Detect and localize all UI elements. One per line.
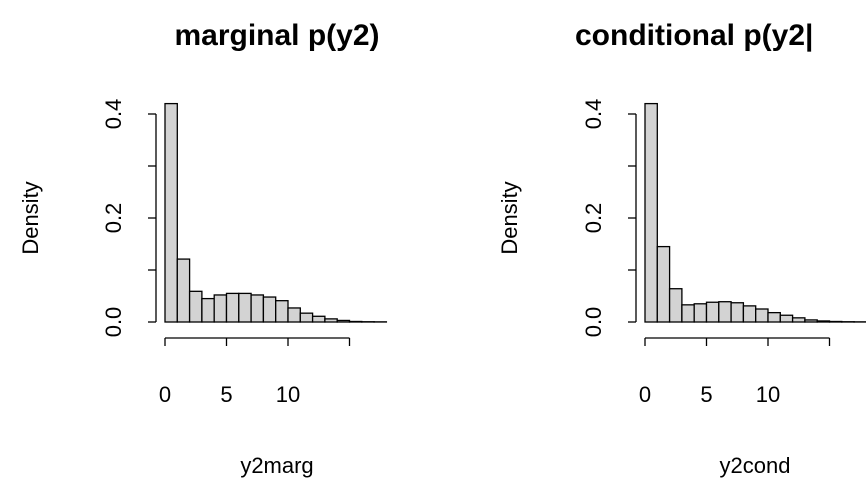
histogram-bar	[779, 314, 794, 323]
y-axis: 0.0 0.2 0.4	[581, 99, 637, 338]
histogram-bar	[238, 292, 252, 323]
histogram-bar	[644, 102, 658, 323]
histogram-bar	[730, 302, 745, 323]
x-tick-label: 0	[159, 382, 171, 407]
histogram-bar	[742, 305, 757, 323]
x-tick-label: 5	[700, 382, 712, 407]
histogram-bar	[656, 245, 671, 323]
histogram-bar	[816, 320, 831, 323]
histogram-bar	[693, 303, 708, 323]
histogram-bar	[348, 320, 363, 323]
y-axis-label: Density	[18, 181, 43, 254]
y-axis-label: Density	[497, 181, 522, 254]
y-tick-label: 0.0	[581, 307, 606, 338]
histogram-bar	[225, 292, 240, 323]
histogram-bar	[275, 300, 289, 323]
histogram-bar	[804, 319, 818, 323]
histogram-bar	[311, 315, 326, 323]
histogram-bar	[299, 312, 314, 323]
histogram-bar	[176, 258, 191, 323]
histogram-bar	[201, 297, 215, 323]
histogram-bar	[668, 288, 683, 323]
panel-conditional: conditional p(y2| Density y2cond 0.00.20…	[497, 19, 866, 478]
x-tick-label: 5	[220, 382, 232, 407]
histogram-bar	[336, 319, 351, 323]
y-tick-label: 0.2	[581, 203, 606, 234]
histogram-bar	[250, 294, 265, 323]
y-tick-label: 0.0	[101, 307, 126, 338]
histogram-bar	[262, 296, 277, 323]
histogram-bar	[828, 320, 843, 323]
histogram-bar	[164, 102, 178, 323]
histogram-bar	[791, 317, 806, 323]
histogram-bar	[767, 311, 781, 323]
x-axis-label: y2cond	[720, 453, 791, 478]
y-axis: 0.0 0.2 0.4	[101, 99, 157, 338]
histogram-bar	[755, 308, 769, 323]
x-tick-label: 10	[756, 382, 780, 407]
histogram-bar	[718, 301, 732, 323]
chart-title: marginal p(y2)	[174, 19, 379, 52]
bars	[164, 102, 388, 323]
histogram-bar	[681, 304, 695, 323]
histogram-bar	[705, 301, 720, 323]
y-tick-label: 0.4	[101, 99, 126, 130]
panel-marginal: marginal p(y2) Density y2marg 0.00.20.4 …	[18, 19, 388, 478]
chart-title: conditional p(y2|	[575, 19, 813, 52]
histogram-bar	[188, 290, 203, 323]
x-tick-label: 10	[276, 382, 300, 407]
y-tick-label: 0.2	[101, 203, 126, 234]
y-tick-label: 0.4	[581, 99, 606, 130]
x-axis-label: y2marg	[240, 453, 313, 478]
x-tick-label: 0	[639, 382, 651, 407]
histogram-bar	[213, 294, 228, 323]
bars	[644, 102, 866, 323]
x-axis: 0 5 10	[639, 337, 831, 407]
x-axis: 0 5 10	[159, 337, 351, 407]
histogram-bar	[324, 318, 338, 323]
histogram-bar	[287, 307, 301, 323]
